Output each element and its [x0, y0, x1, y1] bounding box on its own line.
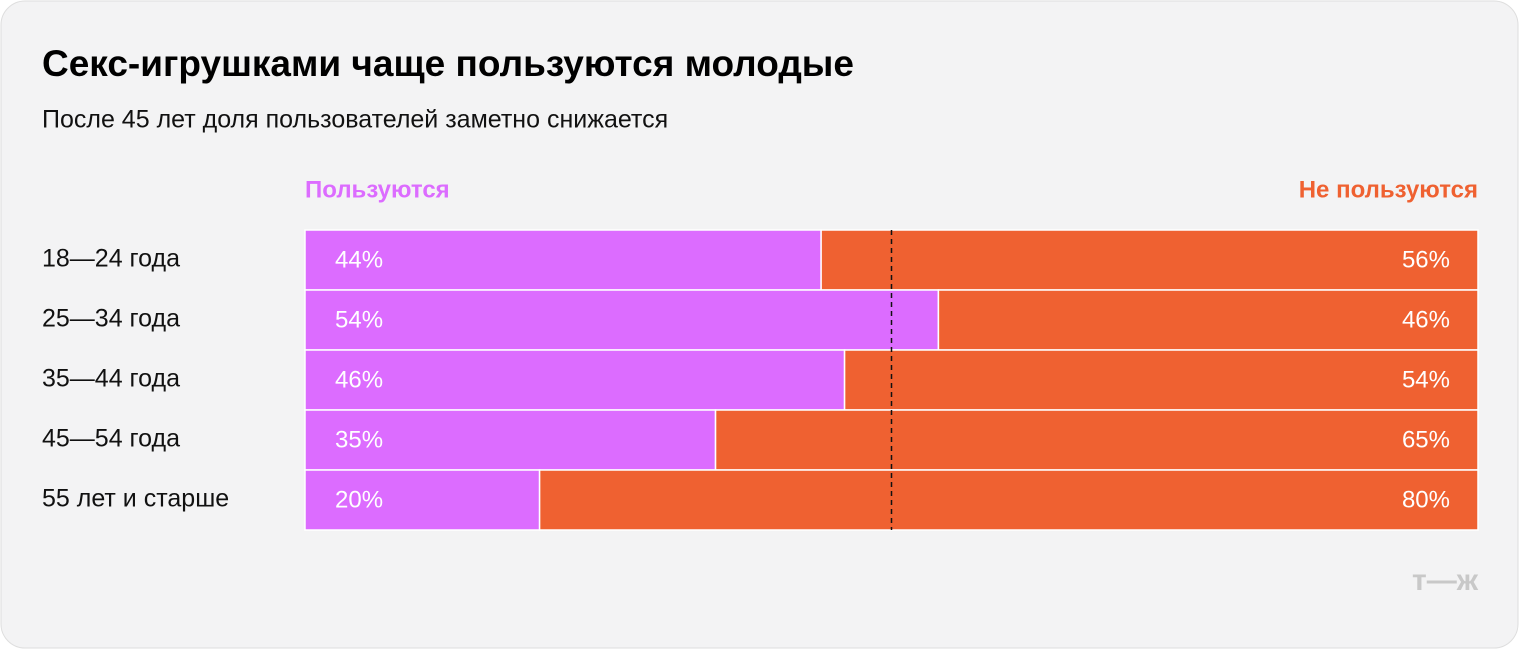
bar-segment — [304, 469, 541, 531]
bar-segment — [304, 229, 822, 291]
value-label: 65% — [1402, 426, 1450, 453]
category-label: 55 лет и старше — [42, 485, 229, 513]
value-label: 20% — [335, 486, 383, 513]
value-label: 35% — [335, 426, 383, 453]
value-label: 46% — [1402, 306, 1450, 333]
chart-subtitle: После 45 лет доля пользователей заметно … — [42, 106, 668, 134]
bar-segment — [937, 289, 1479, 351]
value-label: 56% — [1402, 246, 1450, 273]
bar-segment — [714, 409, 1479, 471]
value-label: 54% — [335, 306, 383, 333]
bar-segment — [820, 229, 1479, 291]
category-label: 25—34 года — [42, 305, 180, 333]
bar-segment — [304, 349, 846, 411]
value-label: 80% — [1402, 486, 1450, 513]
category-label: 35—44 года — [42, 365, 180, 393]
category-label: 18—24 года — [42, 245, 180, 273]
bar-segment — [843, 349, 1479, 411]
legend-label: Пользуются — [305, 176, 450, 203]
value-label: 46% — [335, 366, 383, 393]
bar-segment — [304, 289, 940, 351]
chart-title: Секс-игрушками чаще пользуются молодые — [42, 43, 854, 84]
value-label: 44% — [335, 246, 383, 273]
legend-label: Не пользуются — [1299, 176, 1478, 203]
bar-segment — [304, 409, 717, 471]
logo: т—ж — [1412, 564, 1479, 597]
category-label: 45—54 года — [42, 425, 180, 453]
value-label: 54% — [1402, 366, 1450, 393]
bar-segment — [538, 469, 1479, 531]
